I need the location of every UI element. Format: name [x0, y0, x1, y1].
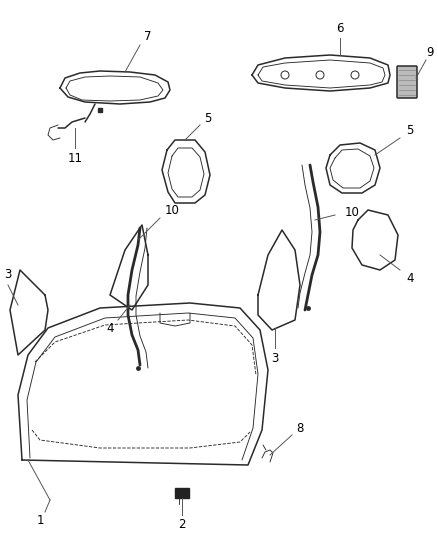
Text: 6: 6 [336, 21, 344, 35]
Bar [175, 488, 189, 498]
FancyBboxPatch shape [397, 66, 417, 98]
Text: 5: 5 [204, 111, 212, 125]
Text: 8: 8 [297, 422, 304, 434]
Text: 7: 7 [144, 29, 152, 43]
Text: 3: 3 [271, 351, 279, 365]
Text: 3: 3 [4, 269, 12, 281]
Text: 10: 10 [345, 206, 360, 219]
Text: 4: 4 [406, 271, 414, 285]
Text: 1: 1 [36, 513, 44, 527]
Text: 4: 4 [106, 321, 114, 335]
Text: 11: 11 [67, 151, 82, 165]
Text: 9: 9 [426, 45, 434, 59]
Text: 5: 5 [406, 124, 413, 136]
Text: 10: 10 [165, 204, 180, 216]
Text: 2: 2 [178, 518, 186, 530]
